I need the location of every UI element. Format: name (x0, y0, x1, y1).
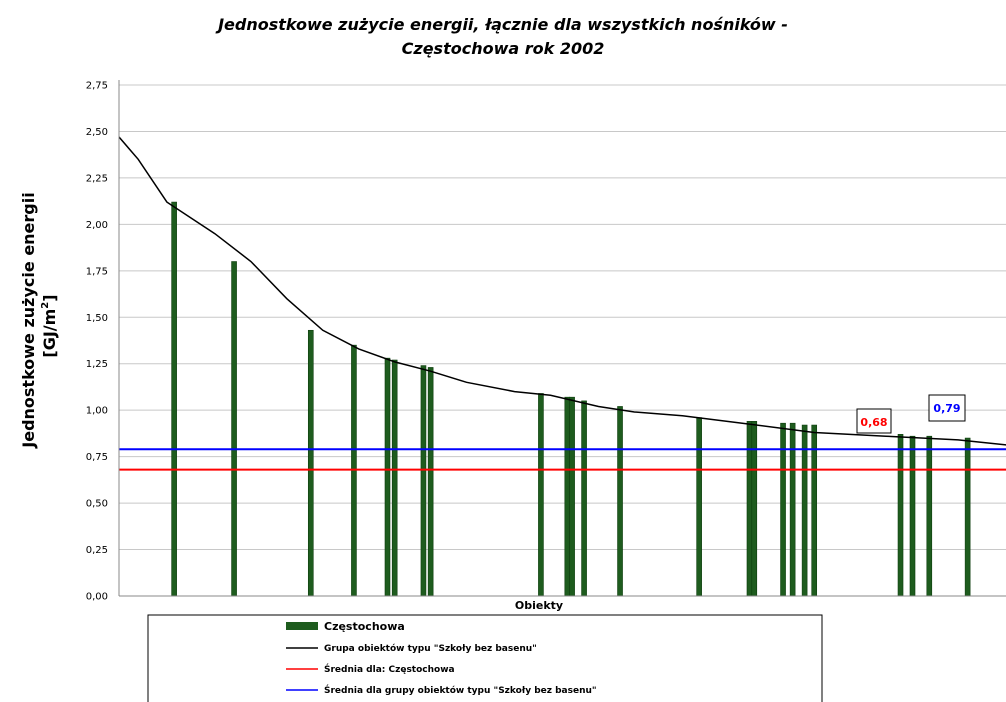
y-axis-label-sup: 2 (40, 302, 51, 309)
y-tick-label: 1,25 (86, 359, 108, 370)
annotation-avg-city-box (856, 408, 892, 434)
y-axis-label-unit: [GJ/m (40, 309, 59, 358)
y-tick-label: 1,50 (86, 313, 108, 324)
bar (420, 365, 427, 597)
x-axis-label: Obiekty (515, 599, 563, 612)
annotation-avg-group-box (928, 394, 966, 422)
y-tick-label: 0,25 (86, 545, 108, 556)
bar (231, 261, 237, 597)
bar (391, 359, 398, 597)
bar (307, 329, 314, 597)
bar (897, 434, 904, 597)
bar (909, 435, 916, 597)
bar (964, 437, 971, 597)
gridlines (119, 84, 1006, 551)
annotation-avg-city-label: 0,68 (860, 416, 887, 429)
bar (811, 424, 818, 597)
legend-item-avg-group: Średnia dla grupy obiektów typu "Szkoły … (324, 684, 597, 696)
y-axis-label-end: ] (40, 294, 59, 301)
bar (538, 393, 544, 597)
legend-swatch-bars (286, 622, 318, 630)
y-tick-label: 2,50 (86, 127, 108, 138)
annotation-avg-group: 0,79 (928, 394, 966, 422)
bar (696, 417, 702, 597)
y-tick-label: 0,50 (86, 499, 108, 510)
bar (569, 396, 575, 597)
chart-title-line-1: Jednostkowe zużycie energii, łącznie dla… (215, 15, 788, 34)
bar (171, 201, 177, 597)
series-line-group-curve (118, 136, 1006, 446)
bar (384, 357, 391, 597)
bar (751, 421, 758, 597)
bar (617, 406, 623, 597)
y-tick-label: 0,00 (86, 592, 108, 603)
y-axis-label: Jednostkowe zużycie energii [GJ/m2] (19, 192, 59, 448)
bar (581, 400, 587, 597)
legend: Częstochowa Grupa obiektów typu "Szkoły … (147, 614, 823, 702)
y-tick-label: 2,25 (86, 173, 108, 184)
bars (171, 201, 971, 597)
legend-item-bars: Częstochowa (324, 620, 405, 633)
y-tick-label: 2,00 (86, 220, 108, 231)
y-tick-label: 1,75 (86, 266, 108, 277)
y-tick-label: 2,75 (86, 81, 108, 92)
bar (926, 435, 933, 597)
y-tick-labels: 0,00 0,25 0,50 0,75 1,00 1,25 1,50 1,75 2,00 2,25… (86, 81, 108, 603)
y-tick-label: 0,75 (86, 452, 108, 463)
annotation-avg-city: 0,68 (856, 408, 892, 434)
y-axis-label-line-2: [GJ/m2] (40, 294, 59, 357)
y-tick-label: 1,00 (86, 406, 108, 417)
chart-title-line-2: Częstochowa rok 2002 (402, 39, 605, 58)
bar (564, 396, 571, 597)
legend-item-avg-city: Średnia dla: Częstochowa (324, 663, 455, 675)
legend-box (147, 614, 823, 702)
y-axis-label-line-1: Jednostkowe zużycie energii (19, 192, 38, 448)
legend-item-curve: Grupa obiektów typu "Szkoły bez basenu" (324, 643, 537, 654)
bar (746, 421, 753, 597)
bar (427, 367, 434, 597)
bar (801, 424, 808, 597)
annotation-avg-group-label: 0,79 (933, 402, 960, 415)
